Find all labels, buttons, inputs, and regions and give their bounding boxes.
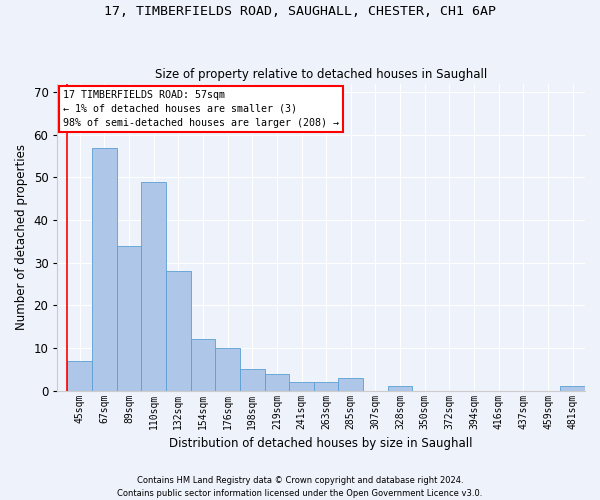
- Text: Contains HM Land Registry data © Crown copyright and database right 2024.
Contai: Contains HM Land Registry data © Crown c…: [118, 476, 482, 498]
- Bar: [191, 340, 215, 390]
- Text: 17 TIMBERFIELDS ROAD: 57sqm
← 1% of detached houses are smaller (3)
98% of semi-: 17 TIMBERFIELDS ROAD: 57sqm ← 1% of deta…: [63, 90, 339, 128]
- Bar: [388, 386, 412, 390]
- Bar: [338, 378, 363, 390]
- Bar: [289, 382, 314, 390]
- Bar: [265, 374, 289, 390]
- Bar: [116, 246, 141, 390]
- Text: 17, TIMBERFIELDS ROAD, SAUGHALL, CHESTER, CH1 6AP: 17, TIMBERFIELDS ROAD, SAUGHALL, CHESTER…: [104, 5, 496, 18]
- Bar: [560, 386, 585, 390]
- Bar: [141, 182, 166, 390]
- Bar: [240, 370, 265, 390]
- Bar: [166, 271, 191, 390]
- Bar: [92, 148, 116, 390]
- Bar: [215, 348, 240, 391]
- Title: Size of property relative to detached houses in Saughall: Size of property relative to detached ho…: [155, 68, 487, 81]
- Bar: [67, 361, 92, 390]
- Y-axis label: Number of detached properties: Number of detached properties: [15, 144, 28, 330]
- Bar: [314, 382, 338, 390]
- X-axis label: Distribution of detached houses by size in Saughall: Distribution of detached houses by size …: [169, 437, 473, 450]
